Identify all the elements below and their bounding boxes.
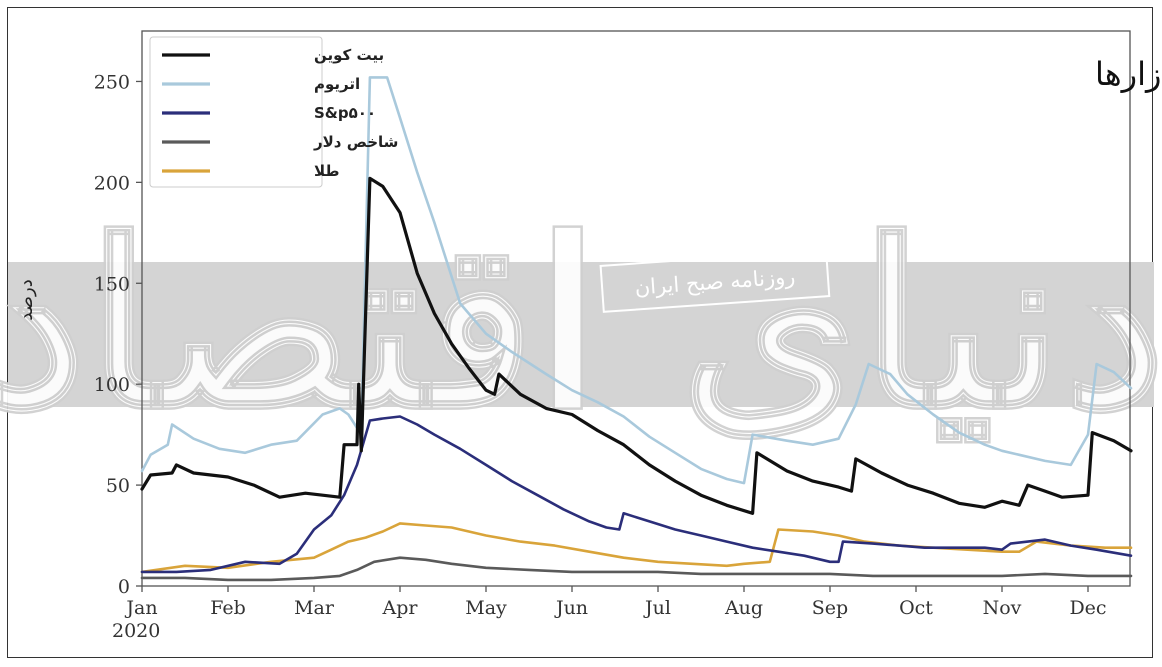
- watermark-band: [8, 262, 1154, 407]
- x-tick-label: Sep: [812, 597, 848, 619]
- x-tick-label: Jan: [124, 597, 157, 619]
- chart-title: نوسانات سالانه بازارها: [1095, 55, 1162, 93]
- watermark-logo: دنیای اقتصاد: [0, 190, 1162, 460]
- y-tick-label: 100: [94, 374, 130, 396]
- y-tick-label: 50: [106, 475, 130, 497]
- x-tick-label: Nov: [983, 597, 1022, 619]
- series-layer: [140, 76, 1133, 582]
- x-tick-label: Oct: [899, 597, 933, 619]
- x-tick-label: May: [465, 597, 507, 619]
- x-tick-label: Mar: [294, 597, 335, 619]
- x-axis: Jan Feb Mar Apr May Jun Jul Aug Sep Oct Nov Dec: [124, 586, 1107, 619]
- x-tick-label: Jul: [643, 597, 671, 619]
- legend-label: بیت کوین: [314, 46, 384, 64]
- series-line-4: [140, 522, 1133, 574]
- y-tick-label: 0: [118, 576, 130, 598]
- x-tick-label: Dec: [1069, 597, 1106, 619]
- legend-label: شاخص دلار: [313, 133, 398, 151]
- legend-label: اتریوم: [314, 75, 360, 93]
- series-line-3: [140, 556, 1133, 582]
- y-tick-label: 250: [94, 71, 130, 93]
- x-tick-label: Jun: [554, 597, 588, 619]
- y-axis: 0 50 100 150 200 250: [94, 71, 142, 598]
- x-tick-label: Apr: [382, 597, 419, 619]
- plot-area: [141, 30, 1131, 587]
- y-tick-label: 150: [94, 273, 130, 295]
- legend: [149, 36, 323, 188]
- series-line-2: [140, 415, 1133, 574]
- y-tick-label: 200: [94, 172, 130, 194]
- x-tick-label: Aug: [724, 597, 763, 619]
- x-tick-label: Feb: [210, 597, 246, 619]
- series-line-0: [140, 176, 1133, 515]
- legend-label: S&p۵۰۰: [314, 104, 376, 122]
- legend-label: طلا: [314, 162, 340, 180]
- series-line-1: [140, 76, 1133, 485]
- legend-entries: بیت کوین اتریوم S&p۵۰۰ شاخص دلار طلا: [162, 46, 398, 180]
- y-axis-label: درصد: [16, 279, 37, 320]
- x-year-label: 2020: [112, 620, 160, 642]
